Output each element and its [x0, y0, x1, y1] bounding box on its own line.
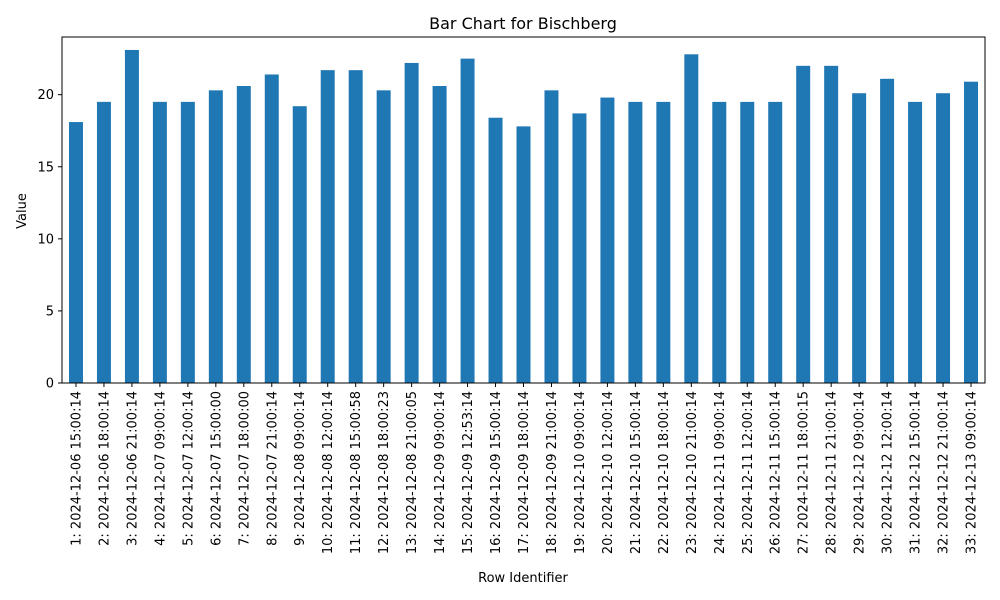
bar	[740, 101, 755, 384]
bar	[208, 90, 223, 383]
x-tick-label: 11: 2024-12-08 15:00:58	[349, 391, 364, 554]
x-tick-label: 20: 2024-12-10 12:00:14	[601, 391, 616, 554]
bar	[516, 126, 531, 383]
y-tick-label: 10	[37, 232, 54, 247]
x-tick-label: 28: 2024-12-11 21:00:14	[825, 391, 840, 554]
x-tick-label: 5: 2024-12-07 12:00:14	[181, 391, 196, 546]
bar	[180, 101, 195, 384]
y-tick-label: 15	[37, 160, 54, 175]
bar	[236, 86, 251, 384]
x-tick-label: 25: 2024-12-11 12:00:14	[741, 391, 756, 554]
bar	[488, 117, 503, 383]
y-tick-label: 20	[37, 88, 54, 103]
x-tick-label: 23: 2024-12-10 21:00:14	[685, 391, 700, 554]
x-tick-label: 16: 2024-12-09 15:00:14	[489, 391, 504, 554]
y-axis-label: Value	[15, 193, 30, 229]
bar	[320, 70, 335, 383]
x-tick-label: 3: 2024-12-06 21:00:14	[125, 391, 140, 546]
x-tick-label: 4: 2024-12-07 09:00:14	[153, 391, 168, 546]
bar	[908, 101, 923, 384]
x-tick-label: 33: 2024-12-13 09:00:14	[965, 391, 980, 554]
x-tick-label: 10: 2024-12-08 12:00:14	[321, 391, 336, 554]
x-tick-label: 22: 2024-12-10 18:00:14	[657, 391, 672, 554]
bar	[404, 62, 419, 383]
x-tick-label: 32: 2024-12-12 21:00:14	[937, 391, 952, 554]
bar	[628, 101, 643, 384]
bar	[796, 65, 811, 383]
x-tick-label: 13: 2024-12-08 21:00:05	[405, 391, 420, 554]
bar	[68, 122, 83, 383]
x-tick-label: 30: 2024-12-12 12:00:14	[881, 391, 896, 554]
plot-area: 0 5 10 15 20 1: 2024-12-06 15:00:14 2: 2024-12…	[37, 36, 986, 554]
bar	[292, 106, 307, 383]
bar	[544, 90, 559, 383]
bar	[936, 93, 951, 383]
x-axis-label: Row Identifier	[478, 571, 568, 586]
bar	[96, 101, 111, 384]
y-tick-label: 0	[46, 377, 54, 392]
x-tick-label: 29: 2024-12-12 09:00:14	[853, 391, 868, 554]
chart-title: Bar Chart for Bischberg	[429, 14, 617, 33]
x-tick-label: 7: 2024-12-07 18:00:00	[237, 391, 252, 546]
x-tick-label: 12: 2024-12-08 18:00:23	[377, 391, 392, 554]
x-tick-label: 6: 2024-12-07 15:00:00	[209, 391, 224, 546]
bar	[656, 101, 671, 384]
x-tick-label: 17: 2024-12-09 18:00:14	[517, 391, 532, 554]
x-tick-label: 18: 2024-12-09 21:00:14	[545, 391, 560, 554]
bar	[264, 74, 279, 383]
x-tick-label: 19: 2024-12-10 09:00:14	[573, 391, 588, 554]
bar	[824, 65, 839, 383]
bar	[124, 49, 139, 383]
x-tick-label: 21: 2024-12-10 15:00:14	[629, 391, 644, 554]
bar	[852, 93, 867, 383]
x-tick-label: 9: 2024-12-08 09:00:14	[293, 391, 308, 546]
bar	[460, 58, 475, 384]
bar	[152, 101, 167, 384]
x-tick-label: 8: 2024-12-07 21:00:14	[265, 391, 280, 546]
bar	[712, 101, 727, 384]
bar	[572, 113, 587, 383]
bar	[880, 78, 895, 383]
x-tick-label: 1: 2024-12-06 15:00:14	[69, 391, 84, 546]
bar	[684, 54, 699, 384]
bar	[768, 101, 783, 384]
x-tick-label: 2: 2024-12-06 18:00:14	[97, 391, 112, 546]
x-tick-label: 24: 2024-12-11 09:00:14	[713, 391, 728, 554]
bar	[432, 86, 447, 384]
y-tick-label: 5	[46, 304, 54, 319]
x-tick-label: 27: 2024-12-11 18:00:15	[797, 391, 812, 554]
x-tick-label: 31: 2024-12-12 15:00:14	[909, 391, 924, 554]
bar	[600, 97, 615, 384]
bar	[348, 70, 363, 383]
x-tick-label: 26: 2024-12-11 15:00:14	[769, 391, 784, 554]
bar	[376, 90, 391, 383]
bar	[964, 81, 978, 383]
x-tick-label: 15: 2024-12-09 12:53:14	[461, 391, 476, 554]
x-tick-label: 14: 2024-12-09 09:00:14	[433, 391, 448, 554]
